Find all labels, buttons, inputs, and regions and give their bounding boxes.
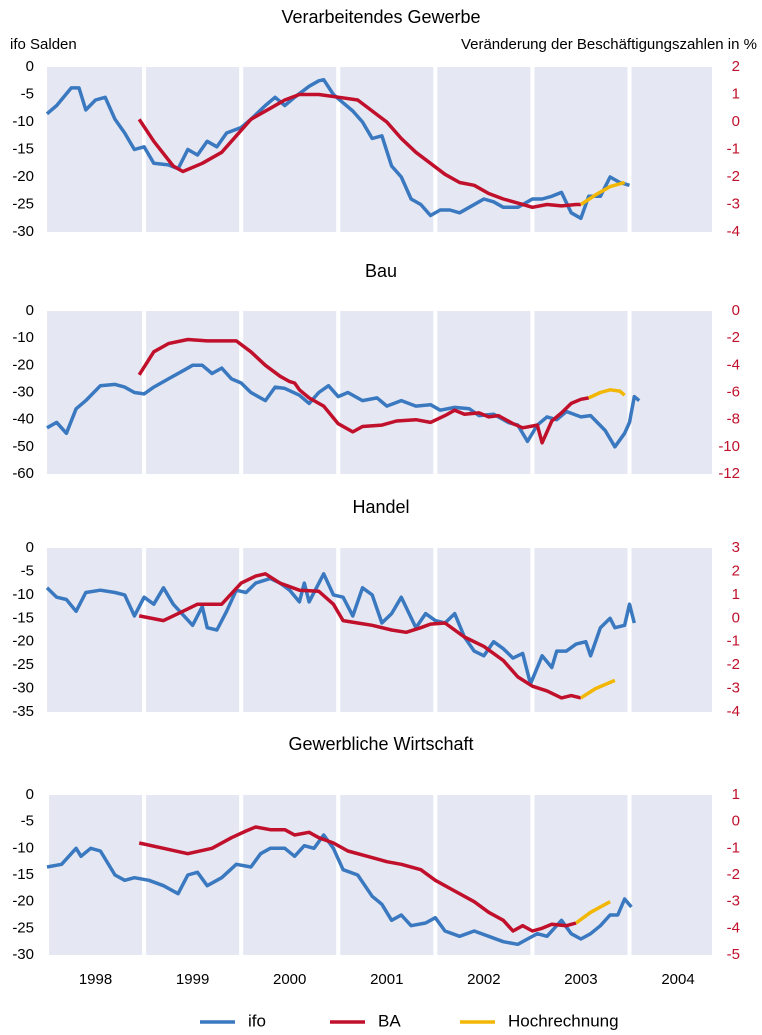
y2-tick-label: 0 — [732, 813, 740, 830]
y-tick-label: -30 — [12, 680, 34, 697]
legend-label: ifo — [248, 1011, 266, 1030]
chart-title: Bau — [365, 261, 397, 281]
y2-tick-label: -4 — [727, 919, 740, 936]
y2-tick-label: -2 — [727, 866, 740, 883]
y2-tick-label: -2 — [727, 656, 740, 673]
y-tick-label: -15 — [12, 140, 34, 157]
y-tick-label: -10 — [12, 586, 34, 603]
y-tick-label: -30 — [12, 383, 34, 400]
y-axis-label: ifo Salden — [10, 36, 77, 53]
y2-tick-label: -1 — [727, 140, 740, 157]
y-tick-label: -5 — [21, 85, 34, 102]
chart-title: Gewerbliche Wirtschaft — [288, 734, 473, 754]
series-line — [575, 900, 611, 925]
y-tick-label: 0 — [26, 302, 34, 319]
y-tick-label: -25 — [12, 656, 34, 673]
x-tick-label: 2000 — [273, 971, 306, 988]
y-tick-label: -50 — [12, 438, 34, 455]
y2-tick-label: 1 — [732, 586, 740, 603]
y-tick-label: -20 — [12, 356, 34, 373]
y2-tick-label: -2 — [727, 168, 740, 185]
y2-tick-label: -3 — [727, 893, 740, 910]
x-tick-label: 1998 — [79, 971, 112, 988]
y2-tick-label: -4 — [727, 703, 740, 720]
legend-label: Hochrechnung — [508, 1011, 619, 1030]
series-line — [137, 92, 581, 210]
x-tick-label: 2004 — [661, 971, 694, 988]
y2-tick-label: -3 — [727, 195, 740, 212]
y-tick-label: -30 — [12, 223, 34, 240]
series-line — [138, 825, 577, 933]
y-tick-label: -35 — [12, 703, 34, 720]
series-line — [138, 572, 582, 700]
y-tick-label: -5 — [21, 562, 34, 579]
y2-tick-label: -4 — [727, 356, 740, 373]
y2-tick-label: 1 — [732, 786, 740, 803]
series-line — [579, 180, 626, 206]
y-tick-label: 0 — [26, 58, 34, 75]
x-tick-label: 2002 — [467, 971, 500, 988]
y-tick-label: -60 — [12, 465, 34, 482]
y-tick-label: -25 — [12, 919, 34, 936]
y2-tick-label: 3 — [732, 539, 740, 556]
series-line — [137, 337, 590, 445]
series-line — [579, 678, 616, 700]
y-tick-label: -10 — [12, 329, 34, 346]
y2-tick-label: 2 — [732, 562, 740, 579]
y2-tick-label: -1 — [727, 839, 740, 856]
y-tick-label: -5 — [21, 813, 34, 830]
x-tick-label: 2001 — [370, 971, 403, 988]
y2-tick-label: -5 — [727, 946, 740, 963]
y-tick-label: -20 — [12, 893, 34, 910]
y-tick-label: -25 — [12, 195, 34, 212]
y-tick-label: -15 — [12, 609, 34, 626]
x-tick-label: 1999 — [176, 971, 209, 988]
y-tick-label: -30 — [12, 946, 34, 963]
y2-axis-label: Veränderung der Beschäftigungszahlen in … — [461, 36, 757, 53]
y2-tick-label: 2 — [732, 58, 740, 75]
y-tick-label: -10 — [12, 113, 34, 130]
plot-background — [47, 548, 712, 712]
y-tick-label: -20 — [12, 168, 34, 185]
x-tick-label: 2003 — [564, 971, 597, 988]
y-tick-label: -10 — [12, 839, 34, 856]
series-line — [46, 363, 641, 449]
y2-tick-label: -3 — [727, 680, 740, 697]
y2-tick-label: 0 — [732, 113, 740, 130]
y2-tick-label: -4 — [727, 223, 740, 240]
y2-tick-label: 1 — [732, 85, 740, 102]
y2-tick-label: 0 — [732, 302, 740, 319]
y-tick-label: -20 — [12, 633, 34, 650]
legend-label: BA — [378, 1011, 401, 1030]
y-tick-label: 0 — [26, 786, 34, 803]
chart-title: Verarbeitendes Gewerbe — [281, 7, 480, 27]
y2-tick-label: 0 — [732, 609, 740, 626]
chart-title: Handel — [352, 497, 409, 517]
y2-tick-label: -10 — [718, 438, 740, 455]
y2-tick-label: -6 — [727, 383, 740, 400]
y2-tick-label: -12 — [718, 465, 740, 482]
series-line — [46, 833, 633, 947]
y2-tick-label: -1 — [727, 633, 740, 650]
plot-background — [47, 67, 712, 232]
y-tick-label: 0 — [26, 539, 34, 556]
plot-background — [47, 795, 712, 955]
y2-tick-label: -2 — [727, 329, 740, 346]
y-tick-label: -15 — [12, 866, 34, 883]
series-line — [45, 572, 636, 686]
y2-tick-label: -8 — [727, 411, 740, 428]
series-line — [587, 388, 626, 400]
y-tick-label: -40 — [12, 411, 34, 428]
